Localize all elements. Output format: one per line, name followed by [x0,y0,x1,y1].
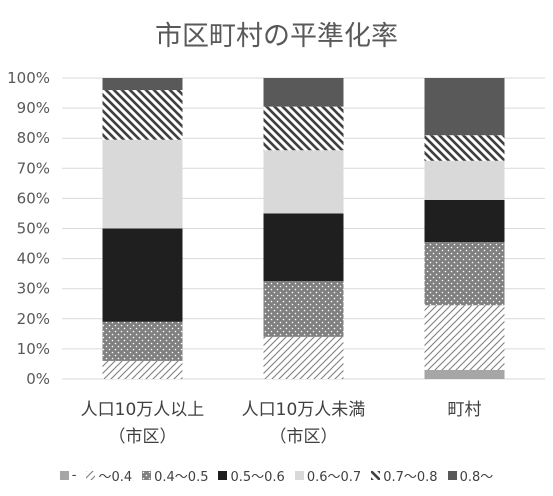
legend: - ～0.4 0.4～0.5 0.5～0.6 0.6～0.7 0.7～0.8 0.8～ [0,466,553,485]
bar-segment [102,360,183,379]
y-tick-label: 10% [17,340,50,358]
legend-item: 0.4～0.5 [142,466,208,485]
bar-segment [102,139,183,229]
bar-segment [102,78,183,91]
legend-swatch [447,471,457,480]
legend-label: 0.5～0.6 [230,470,285,485]
legend-swatch [142,471,152,480]
legend-label: - [71,468,77,483]
bar-segment [424,78,505,136]
legend-swatch [59,471,69,480]
bar-segment [424,369,505,379]
y-tick-label: 0% [26,370,50,388]
x-tick-label: （市区） [109,427,177,447]
legend-item: 0.7～0.8 [371,466,438,485]
bar-segment [263,106,344,151]
bar-segment [263,213,344,282]
legend-swatch [218,471,228,480]
bar-segment [424,242,505,306]
x-tick-label: 町村 [448,400,482,420]
bar-segment [263,78,344,107]
bar-segment [424,199,505,243]
y-tick-label: 50% [17,220,50,238]
legend-label: 0.7～0.8 [383,470,438,485]
bar-segment [102,321,183,361]
legend-swatch [86,471,96,480]
legend-swatch [371,471,381,480]
y-tick-label: 20% [17,310,50,328]
bar-segment [424,135,505,161]
bar-segment [102,228,183,322]
bar-segment [263,281,344,337]
y-tick-label: 100% [7,69,50,87]
y-tick-label: 30% [17,280,50,298]
legend-swatch [294,471,304,480]
y-tick-label: 70% [17,159,50,177]
y-tick-label: 90% [17,99,50,117]
legend-item: 0.5～0.6 [218,466,285,485]
legend-label: 0.6～0.7 [306,470,362,485]
y-tick-label: 80% [17,129,50,147]
legend-label: 0.8～ [459,470,494,485]
legend-label: 0.4～0.5 [154,470,209,485]
legend-item: 0.8～ [447,466,494,485]
x-tick-label: （市区） [270,427,338,447]
legend-item: ～0.4 [86,466,132,485]
legend-item: - [59,468,77,483]
y-tick-label: 60% [17,189,50,207]
x-tick-label: 人口10万人以上 [81,400,205,420]
y-tick-label: 40% [17,250,50,268]
bar-segment [263,336,344,379]
x-tick-label: 人口10万人未満 [242,400,366,420]
legend-item: 0.6～0.7 [294,466,362,485]
legend-label: ～0.4 [98,470,133,485]
chart-title: 市区町村の平準化率 [155,21,398,52]
bar-segment [424,160,505,200]
bar-segment [424,305,505,370]
bar-segment [102,90,183,140]
bar-segment [263,150,344,214]
